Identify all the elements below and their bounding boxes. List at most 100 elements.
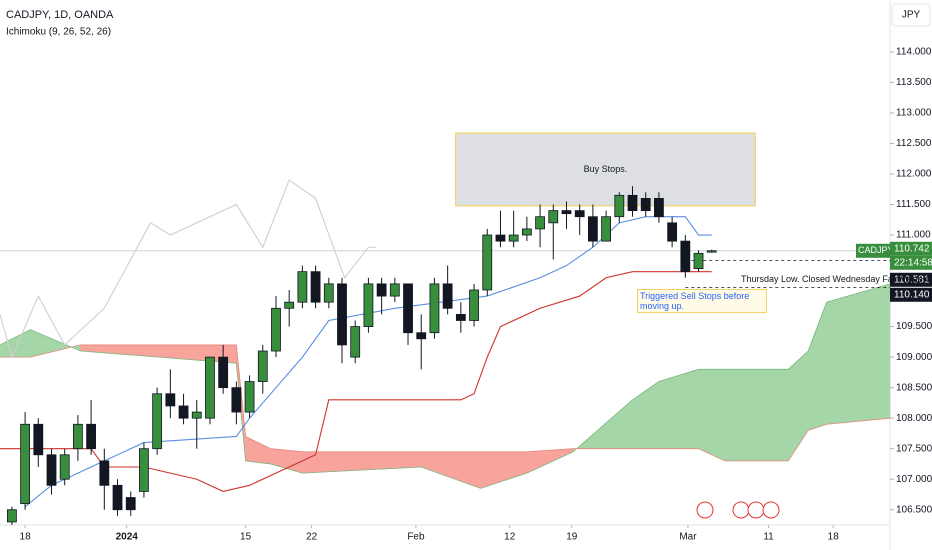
level-tag-bg — [890, 287, 932, 302]
candle-body — [86, 423, 97, 450]
annotation: Thursday Low. Closed Wednesday Fair Valu… — [741, 274, 932, 284]
x-tick-label: 18 — [20, 532, 32, 543]
icon[interactable] — [762, 501, 780, 519]
cloud-segment — [658, 368, 699, 449]
candle-body — [667, 222, 678, 242]
candle-body — [614, 194, 625, 218]
candle-body — [191, 411, 202, 419]
symbol-tag-bg — [856, 243, 890, 258]
candle-body — [601, 216, 611, 242]
y-tick-label: 112.000 — [896, 169, 932, 180]
candle-body — [244, 381, 255, 413]
cloud-segment — [826, 283, 891, 425]
candle-body — [521, 228, 532, 236]
candle-body — [376, 283, 387, 297]
x-tick-label: 12 — [504, 532, 516, 543]
candle-body — [508, 234, 519, 242]
countdown: 22:14:58 — [894, 257, 932, 268]
candle-body — [482, 234, 493, 291]
y-tick-label: 113.500 — [896, 77, 932, 88]
candle-body — [323, 283, 334, 303]
y-tick-label: 112.500 — [896, 138, 932, 149]
candle-body — [139, 448, 149, 492]
candle-body — [442, 283, 453, 309]
candle-body — [73, 423, 83, 450]
currency: JPY — [902, 10, 921, 21]
candle-body — [231, 387, 242, 413]
last-price-tag: 110.742 — [894, 243, 930, 254]
x-tick-label: 18 — [828, 532, 840, 543]
x-tick-label: 2024 — [116, 532, 139, 543]
candle-body — [297, 271, 308, 303]
candle-body — [257, 350, 268, 382]
icon[interactable] — [696, 501, 714, 519]
indicator-line — [0, 179, 377, 359]
candle-body — [693, 252, 704, 270]
candle-body — [99, 460, 110, 486]
candle-body — [178, 405, 189, 419]
x-tick-label: 11 — [763, 532, 774, 543]
countdown-bg — [890, 255, 932, 270]
level-tag: 110.140 — [894, 289, 930, 300]
candle-body — [125, 497, 136, 511]
y-tick-label: 109.500 — [896, 321, 932, 332]
candle-body — [469, 289, 479, 321]
candle-body — [561, 210, 572, 215]
candle-body — [535, 216, 545, 230]
candle-body — [218, 356, 229, 389]
candle-body — [152, 393, 163, 450]
icon[interactable] — [732, 501, 750, 519]
candle-body — [587, 216, 598, 242]
candle-body — [455, 313, 466, 321]
candle-body — [337, 283, 347, 346]
candle-body — [403, 283, 413, 334]
candle-body — [46, 454, 57, 486]
candle-body — [33, 423, 44, 456]
candle-body — [6, 509, 17, 523]
y-tick-label: 108.500 — [896, 382, 932, 393]
candle-body — [284, 301, 295, 309]
level-tag-bg — [890, 272, 932, 287]
candle-body — [627, 194, 638, 212]
candle-body — [680, 240, 691, 273]
y-tick-label: 113.000 — [896, 108, 932, 119]
candle-body — [654, 198, 664, 218]
y-tick-label: 114.000 — [896, 47, 932, 58]
x-tick-label: 22 — [306, 532, 318, 543]
indicator-label: Ichimoku (9, 26, 52, 26) — [6, 27, 111, 38]
candle-body — [548, 210, 559, 224]
icon[interactable] — [747, 501, 765, 519]
candle-body — [59, 454, 70, 480]
cloud-segment — [724, 369, 789, 462]
y-tick-label: 111.500 — [896, 199, 931, 210]
candle-body — [495, 234, 506, 242]
y-tick-label: 108.000 — [896, 413, 932, 424]
candle-body — [389, 283, 400, 297]
candle-body — [706, 250, 717, 253]
zone-box — [454, 132, 756, 207]
x-tick-label: Feb — [407, 532, 425, 543]
level-tag: 110.581 — [894, 274, 930, 285]
x-tick-label: 15 — [240, 532, 252, 543]
y-tick-label: 111.000 — [896, 230, 931, 241]
candle-body — [363, 283, 374, 327]
currency-box[interactable] — [891, 3, 931, 27]
y-tick-label: 106.500 — [896, 504, 932, 515]
icons — [696, 501, 780, 519]
x-tick-label: 19 — [566, 532, 578, 543]
y-tick-label: 109.000 — [896, 352, 932, 363]
cloud-edge — [0, 283, 891, 489]
candle-body — [416, 332, 427, 340]
y-tick-label: 107.500 — [896, 443, 932, 454]
candle-body — [20, 423, 30, 505]
candle-body — [271, 307, 281, 352]
chart-title: CADJPY, 1D, OANDA — [6, 9, 114, 21]
last-price-tag-bg — [890, 241, 932, 256]
candle-body — [429, 283, 440, 334]
candle-body — [574, 210, 585, 218]
cloud-edge — [0, 344, 891, 462]
candle-body — [640, 198, 651, 212]
zone-label: Buy Stops. — [584, 164, 628, 174]
